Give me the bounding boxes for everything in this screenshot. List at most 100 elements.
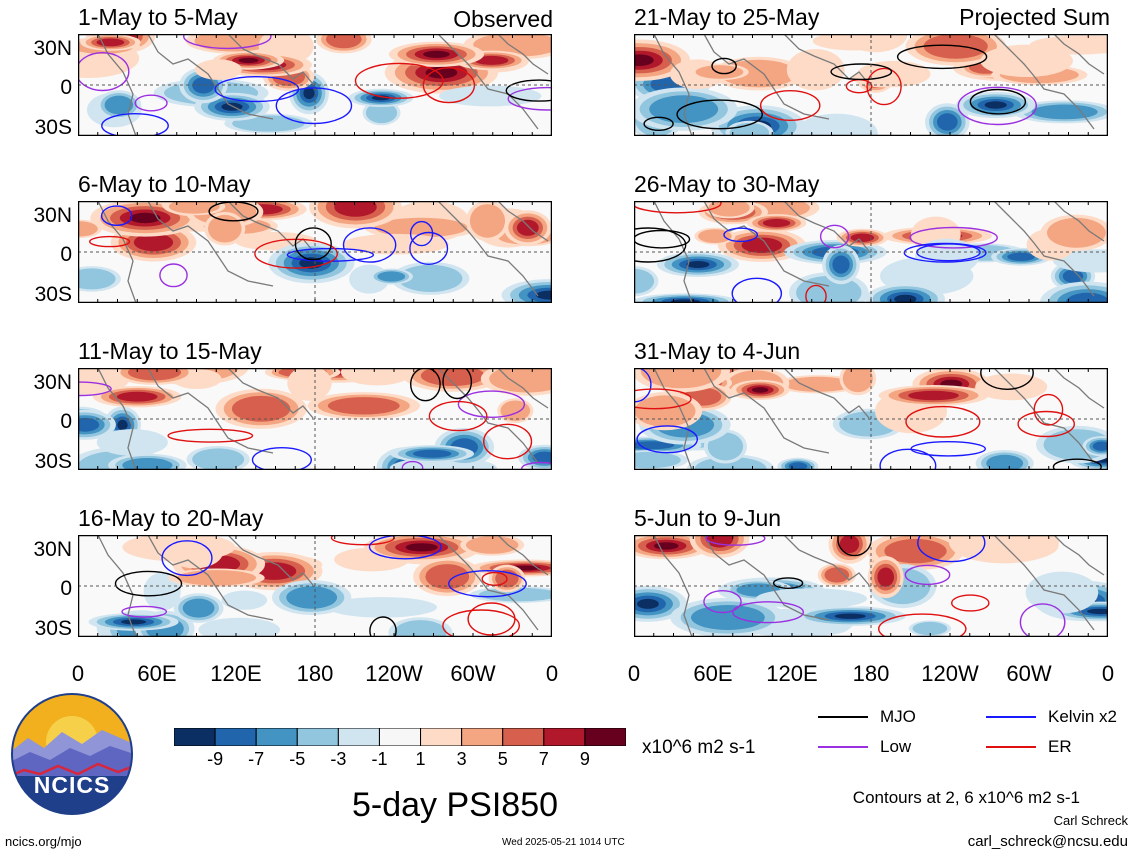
x-tick-label: 0 bbox=[627, 661, 641, 686]
anomaly-shading bbox=[1047, 217, 1106, 248]
anomaly-shading bbox=[192, 448, 245, 470]
colorbar-label: 3 bbox=[456, 749, 467, 769]
colorbar-label: -3 bbox=[330, 749, 347, 769]
colorbar-label: 5 bbox=[497, 749, 508, 769]
colorbar-swatch bbox=[378, 728, 422, 746]
anomaly-shading bbox=[812, 34, 897, 51]
coastline bbox=[227, 34, 314, 85]
coastline bbox=[703, 368, 830, 454]
panel-title: 31-May to 4-Jun bbox=[634, 338, 801, 364]
x-tick-label: 120W bbox=[921, 661, 979, 686]
panel-map bbox=[78, 34, 552, 136]
anomaly-shading bbox=[327, 397, 400, 415]
coastline bbox=[227, 368, 314, 419]
panel-map bbox=[634, 201, 1108, 303]
anomaly-shading bbox=[634, 54, 654, 66]
anomaly-shading bbox=[208, 214, 242, 243]
anomaly-shading bbox=[1065, 292, 1108, 303]
anomaly-shading bbox=[912, 621, 948, 636]
contour-line bbox=[643, 116, 674, 132]
anomaly-shading bbox=[78, 417, 100, 432]
contour-line bbox=[950, 594, 990, 612]
legend-swatch bbox=[818, 746, 868, 748]
contour-line bbox=[957, 86, 1037, 126]
anomaly-shading bbox=[1031, 104, 1098, 120]
anomaly-shading bbox=[877, 567, 894, 587]
y-tick-label: 0 bbox=[60, 243, 72, 266]
coastline bbox=[437, 535, 539, 631]
coastline bbox=[783, 201, 870, 252]
contour-line bbox=[442, 609, 520, 637]
colorbar-swatch bbox=[584, 728, 626, 746]
projected-sum-label: Projected Sum bbox=[959, 4, 1110, 30]
anomaly-shading bbox=[634, 268, 655, 294]
author-email: carl_schreck@ncsu.edu bbox=[967, 833, 1128, 850]
colorbar-swatch bbox=[174, 728, 216, 746]
coastline bbox=[1053, 201, 1105, 242]
anomaly-shading bbox=[104, 95, 134, 115]
contour-line bbox=[481, 571, 508, 587]
anomaly-shading bbox=[371, 95, 391, 101]
x-tick-label: 60W bbox=[450, 661, 496, 686]
contour-line bbox=[369, 616, 397, 637]
coastline bbox=[993, 34, 1095, 130]
contour-line bbox=[634, 201, 722, 214]
contour-line bbox=[909, 226, 998, 249]
contour-line bbox=[89, 235, 131, 248]
colorbar-swatch bbox=[543, 728, 586, 746]
panel-title: 21-May to 25-May bbox=[634, 4, 820, 30]
panel-map bbox=[634, 34, 1108, 136]
contour-line bbox=[507, 86, 552, 111]
contour-line bbox=[409, 220, 434, 247]
contour-line bbox=[401, 460, 424, 470]
panel-map bbox=[78, 535, 552, 637]
anomaly-shading bbox=[340, 368, 413, 386]
site-url[interactable]: ncics.org/mjo bbox=[5, 834, 82, 849]
contour-line bbox=[294, 227, 332, 261]
y-tick-label: 30S bbox=[34, 116, 72, 139]
anomaly-shading bbox=[729, 122, 770, 136]
units-label: x10^6 m2 s-1 bbox=[642, 737, 756, 758]
coastline bbox=[703, 201, 830, 287]
contour-line bbox=[448, 570, 527, 598]
x-tick-label: 120W bbox=[365, 661, 423, 686]
contour-line bbox=[980, 368, 1034, 390]
contour-line bbox=[759, 90, 821, 122]
contour-line bbox=[161, 540, 213, 577]
contour-line bbox=[866, 67, 902, 106]
contour-line bbox=[805, 284, 827, 303]
legend-label: MJO bbox=[880, 707, 916, 726]
y-tick-label: 30N bbox=[33, 371, 72, 394]
anomaly-shading bbox=[182, 598, 215, 618]
anomaly-shading bbox=[649, 95, 719, 124]
anomaly-shading bbox=[832, 255, 850, 274]
contour-line bbox=[819, 224, 850, 249]
anomaly-shading bbox=[78, 268, 116, 290]
anomaly-shading bbox=[986, 454, 1024, 470]
colorbar-label: -1 bbox=[371, 749, 388, 769]
coastline bbox=[97, 34, 137, 136]
coastline bbox=[147, 368, 274, 454]
contour-line bbox=[114, 570, 183, 597]
colorbar-label: -5 bbox=[289, 749, 306, 769]
anomaly-shading bbox=[327, 597, 437, 618]
chart-title: 5-day PSI850 bbox=[351, 786, 559, 824]
y-tick-label: 0 bbox=[60, 577, 72, 600]
contour-line bbox=[910, 441, 987, 457]
anomaly-shading bbox=[686, 261, 710, 268]
observed-label: Observed bbox=[453, 6, 553, 32]
anomaly-shading bbox=[365, 102, 398, 124]
x-tick-label: 0 bbox=[1101, 661, 1115, 686]
panel-title: 5-Jun to 9-Jun bbox=[634, 505, 782, 531]
coastline bbox=[1053, 368, 1105, 409]
coastline bbox=[653, 368, 693, 470]
contour-line bbox=[705, 535, 766, 546]
contour-line bbox=[183, 34, 272, 50]
anomaly-shading bbox=[695, 65, 744, 79]
coastline bbox=[97, 535, 137, 637]
coastline bbox=[147, 535, 274, 621]
x-tick-label: 120E bbox=[766, 661, 818, 686]
anomaly-shading bbox=[842, 368, 873, 393]
anomaly-shading bbox=[691, 605, 765, 630]
x-tick-label: 0 bbox=[545, 661, 559, 686]
